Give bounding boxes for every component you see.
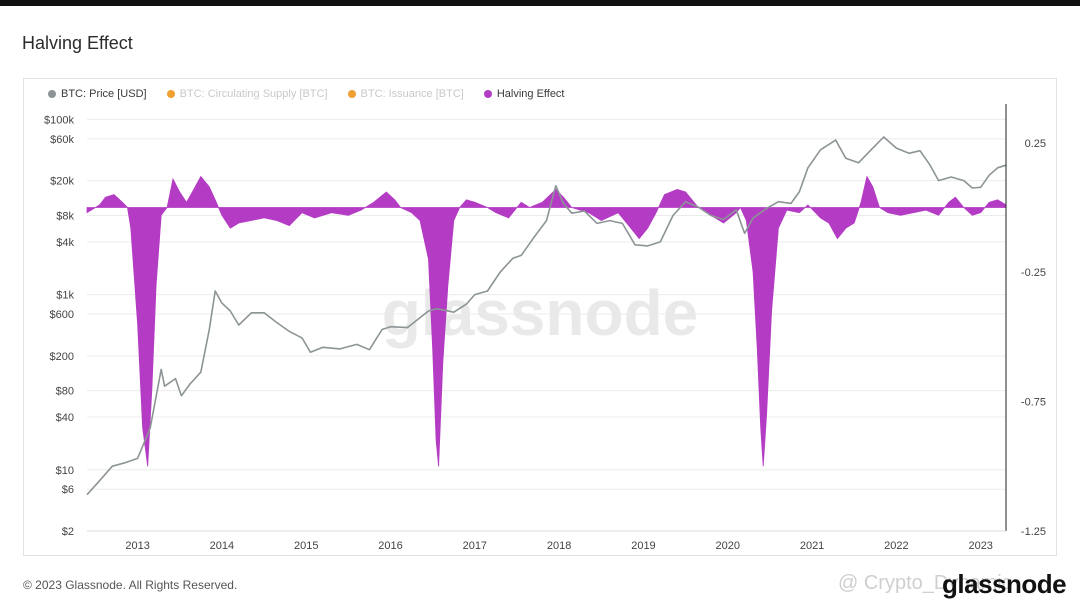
social-overlay: @ Crypto_Dynamic	[838, 572, 1012, 594]
left-tick-label: $20k	[50, 176, 74, 188]
x-tick-label: 2015	[294, 540, 318, 552]
x-tick-label: 2019	[631, 540, 655, 552]
legend-label: BTC: Price [USD]	[61, 88, 147, 100]
x-tick-label: 2016	[378, 540, 402, 552]
legend-item-2[interactable]: BTC: Issuance [BTC]	[347, 88, 464, 100]
x-axis-ticks: 2013 2014 2015 2016 2017 2018 2019 2020 2021 2022…	[125, 540, 993, 552]
legend-item-1[interactable]: BTC: Circulating Supply [BTC]	[166, 88, 328, 100]
left-tick-label: $600	[50, 309, 74, 321]
price-series	[86, 136, 1007, 496]
x-tick-label: 2021	[800, 540, 824, 552]
x-tick-label: 2018	[547, 540, 571, 552]
chart-panel	[23, 78, 1057, 556]
x-tick-label: 2017	[463, 540, 487, 552]
right-axis-ticks: 0.25 -0.25 -0.75 -1.25	[1021, 138, 1046, 538]
left-tick-label: $10	[56, 465, 74, 477]
left-tick-label: $80	[56, 386, 74, 398]
x-tick-label: 2014	[210, 540, 234, 552]
right-tick-label: 0.25	[1025, 138, 1046, 150]
watermark: glassnode	[382, 277, 699, 349]
legend-item-3[interactable]: Halving Effect	[483, 88, 565, 100]
legend-dot-icon	[483, 90, 492, 98]
left-tick-label: $1k	[56, 290, 74, 302]
page-title: Halving Effect	[22, 33, 133, 53]
left-tick-label: $8k	[56, 211, 74, 223]
brand-logo: glassnode	[942, 569, 1067, 599]
copyright-footer: © 2023 Glassnode. All Rights Reserved.	[23, 578, 238, 592]
left-tick-label: $200	[50, 351, 74, 363]
right-tick-label: -0.25	[1021, 267, 1046, 279]
x-tick-label: 2013	[125, 540, 149, 552]
halving-effect-area	[86, 175, 1007, 467]
x-tick-label: 2020	[716, 540, 740, 552]
legend-dot-icon	[48, 90, 56, 98]
legend-label: BTC: Issuance [BTC]	[360, 88, 464, 100]
left-tick-label: $2	[62, 526, 74, 538]
legend-label: Halving Effect	[496, 88, 565, 100]
left-tick-label: $6	[62, 484, 74, 496]
grid-lines	[87, 118, 1006, 532]
price-line	[86, 136, 1007, 496]
left-tick-label: $40	[56, 412, 74, 424]
left-axis-ticks: $2 $6 $10 $40 $80 $200 $600 $1k $4k $8k $20k $60k $1…	[44, 114, 74, 538]
left-tick-label: $60k	[50, 134, 74, 146]
legend-label: BTC: Circulating Supply [BTC]	[179, 88, 328, 100]
left-tick-label: $100k	[44, 114, 74, 126]
top-bar	[0, 0, 1080, 6]
x-tick-label: 2023	[968, 540, 992, 552]
legend: BTC: Price [USD] BTC: Circulating Supply …	[48, 88, 565, 100]
x-tick-label: 2022	[884, 540, 908, 552]
right-tick-label: -0.75	[1021, 397, 1046, 409]
legend-dot-icon	[347, 90, 356, 98]
legend-item-0[interactable]: BTC: Price [USD]	[48, 88, 147, 100]
legend-dot-icon	[166, 90, 175, 98]
left-tick-label: $4k	[56, 237, 74, 249]
halving-effect-series	[86, 175, 1007, 467]
right-tick-label: -1.25	[1021, 526, 1046, 538]
